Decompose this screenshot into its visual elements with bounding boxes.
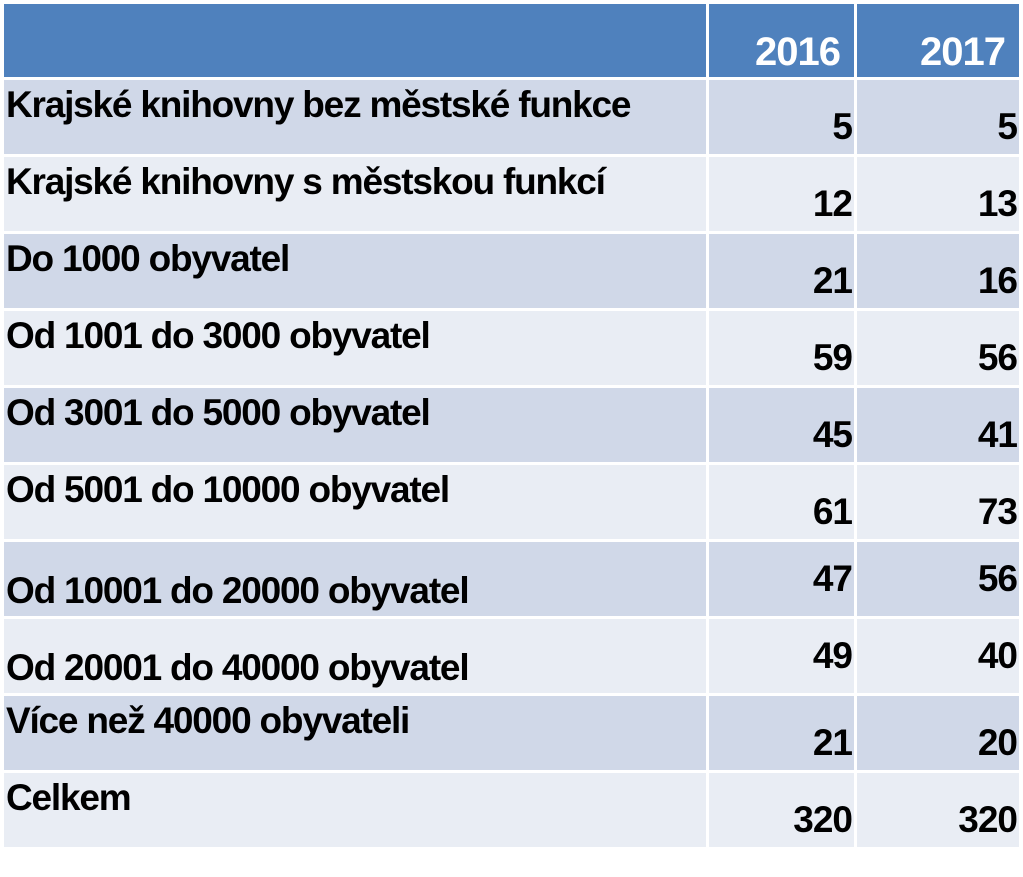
row-label: Od 20001 do 40000 obyvatel — [4, 619, 709, 696]
row-label: Od 1001 do 3000 obyvatel — [4, 311, 709, 388]
header-cell-label — [4, 4, 709, 80]
row-label: Od 3001 do 5000 obyvatel — [4, 388, 709, 465]
value-2017: 73 — [857, 465, 1019, 542]
row-label: Více než 40000 obyvateli — [4, 696, 709, 773]
table-row: Do 1000 obyvatel 21 16 — [4, 234, 1019, 311]
table-row-total: Celkem 320 320 — [4, 773, 1019, 850]
value-2016: 21 — [709, 696, 857, 773]
row-label: Do 1000 obyvatel — [4, 234, 709, 311]
value-2017: 41 — [857, 388, 1019, 465]
value-2016: 12 — [709, 157, 857, 234]
value-2016: 21 — [709, 234, 857, 311]
table-row: Od 1001 do 3000 obyvatel 59 56 — [4, 311, 1019, 388]
table-row: Od 20001 do 40000 obyvatel 49 40 — [4, 619, 1019, 696]
value-2017: 56 — [857, 542, 1019, 619]
value-2017: 16 — [857, 234, 1019, 311]
value-2016: 49 — [709, 619, 857, 696]
table-row: Od 5001 do 10000 obyvatel 61 73 — [4, 465, 1019, 542]
row-label: Od 5001 do 10000 obyvatel — [4, 465, 709, 542]
table-row: Od 3001 do 5000 obyvatel 45 41 — [4, 388, 1019, 465]
table-row: Od 10001 do 20000 obyvatel 47 56 — [4, 542, 1019, 619]
header-cell-2017: 2017 — [857, 4, 1019, 80]
value-2016: 47 — [709, 542, 857, 619]
row-label: Krajské knihovny s městskou funkcí — [4, 157, 709, 234]
value-2017: 20 — [857, 696, 1019, 773]
row-label: Od 10001 do 20000 obyvatel — [4, 542, 709, 619]
table-row: Krajské knihovny bez městské funkce 5 5 — [4, 80, 1019, 157]
header-row: 2016 2017 — [4, 4, 1019, 80]
header-cell-2016: 2016 — [709, 4, 857, 80]
row-label-total: Celkem — [4, 773, 709, 850]
table-row: Krajské knihovny s městskou funkcí 12 13 — [4, 157, 1019, 234]
value-2016: 45 — [709, 388, 857, 465]
value-2017: 56 — [857, 311, 1019, 388]
library-stats-table: 2016 2017 Krajské knihovny bez městské f… — [4, 4, 1019, 850]
table-row: Více než 40000 obyvateli 21 20 — [4, 696, 1019, 773]
total-2017: 320 — [857, 773, 1019, 850]
value-2016: 59 — [709, 311, 857, 388]
value-2016: 61 — [709, 465, 857, 542]
total-2016: 320 — [709, 773, 857, 850]
value-2017: 40 — [857, 619, 1019, 696]
value-2016: 5 — [709, 80, 857, 157]
library-stats-table-container: 2016 2017 Krajské knihovny bez městské f… — [4, 4, 1019, 850]
value-2017: 13 — [857, 157, 1019, 234]
value-2017: 5 — [857, 80, 1019, 157]
row-label: Krajské knihovny bez městské funkce — [4, 80, 709, 157]
